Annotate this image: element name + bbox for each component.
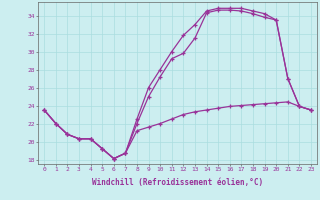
- X-axis label: Windchill (Refroidissement éolien,°C): Windchill (Refroidissement éolien,°C): [92, 178, 263, 187]
